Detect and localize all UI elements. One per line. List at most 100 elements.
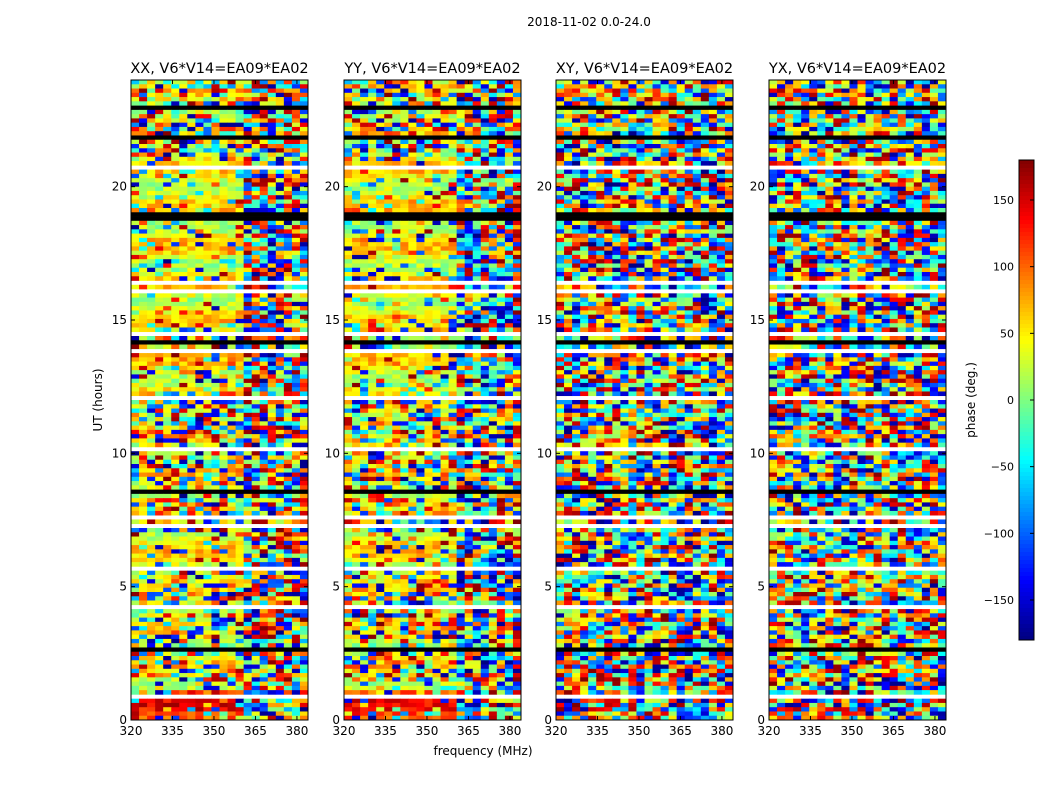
colorbar-segment (1019, 228, 1034, 233)
colorbar-segment (1019, 316, 1034, 321)
colorbar-segment (1019, 256, 1034, 261)
x-tick-label: 350 (203, 724, 226, 738)
colorbar-tick-label: 0 (1007, 394, 1014, 407)
x-tick-label: 320 (545, 724, 568, 738)
colorbar-segment (1019, 292, 1034, 297)
colorbar-segment (1019, 616, 1034, 621)
x-tick-label: 350 (841, 724, 864, 738)
colorbar-segment (1019, 172, 1034, 177)
colorbar-segment (1019, 328, 1034, 333)
x-tick-label: 365 (457, 724, 480, 738)
colorbar-segment (1019, 296, 1034, 301)
colorbar-segment (1019, 184, 1034, 189)
colorbar-segment (1019, 356, 1034, 361)
colorbar-segment (1019, 608, 1034, 613)
colorbar-segment (1019, 360, 1034, 365)
colorbar-segment (1019, 340, 1034, 345)
colorbar-segment (1019, 420, 1034, 425)
y-tick-label: 5 (544, 580, 552, 594)
colorbar-segment (1019, 580, 1034, 585)
colorbar-segment (1019, 268, 1034, 273)
colorbar-segment (1019, 516, 1034, 521)
colorbar-segment (1019, 160, 1034, 165)
colorbar-segment (1019, 428, 1034, 433)
colorbar-segment (1019, 600, 1034, 605)
colorbar-segment (1019, 344, 1034, 349)
x-tick-label: 365 (882, 724, 905, 738)
y-tick-label: 10 (750, 446, 765, 460)
colorbar-segment (1019, 324, 1034, 329)
colorbar-segment (1019, 272, 1034, 277)
colorbar-segment (1019, 240, 1034, 245)
panel-yy: YY, V6*V14=EA09*EA02 320 335 350 365 380 0 5 10 1… (325, 61, 522, 738)
panel-title: XX, V6*V14=EA09*EA02 (130, 61, 308, 77)
colorbar-segment (1019, 252, 1034, 257)
panel-xx: XX, V6*V14=EA09*EA02 320 335 350 365 380 0 5 10 1… (112, 61, 309, 738)
colorbar-segment (1019, 536, 1034, 541)
colorbar-segment (1019, 412, 1034, 417)
colorbar-segment (1019, 248, 1034, 253)
y-tick-label: 10 (537, 446, 552, 460)
colorbar-segment (1019, 480, 1034, 485)
y-tick-label: 0 (119, 713, 127, 727)
panel-yx: YX, V6*V14=EA09*EA02 320 335 350 365 380 0 5 10 1… (750, 61, 947, 738)
phase-image (131, 80, 308, 720)
y-tick-label: 15 (537, 313, 552, 327)
x-axis-label: frequency (MHz) (433, 744, 532, 758)
y-tick-label: 0 (544, 713, 552, 727)
colorbar-segment (1019, 196, 1034, 201)
colorbar-segment (1019, 260, 1034, 265)
x-tick-label: 335 (586, 724, 609, 738)
colorbar-segment (1019, 584, 1034, 589)
colorbar-segment (1019, 280, 1034, 285)
colorbar-segment (1019, 452, 1034, 457)
colorbar-segment (1019, 204, 1034, 209)
colorbar-segment (1019, 572, 1034, 577)
colorbar-segment (1019, 544, 1034, 549)
colorbar-segment (1019, 336, 1034, 341)
colorbar-segment (1019, 432, 1034, 437)
colorbar-segment (1019, 188, 1034, 193)
panel-title: XY, V6*V14=EA09*EA02 (556, 61, 733, 77)
colorbar-segment (1019, 404, 1034, 409)
colorbar-segment (1019, 484, 1034, 489)
colorbar-segment (1019, 224, 1034, 229)
colorbar-segment (1019, 212, 1034, 217)
colorbar-segment (1019, 180, 1034, 185)
colorbar-segment (1019, 504, 1034, 509)
colorbar-segment (1019, 308, 1034, 313)
colorbar-segment (1019, 448, 1034, 453)
colorbar-segment (1019, 408, 1034, 413)
colorbar-segment (1019, 612, 1034, 617)
colorbar-segment (1019, 352, 1034, 357)
colorbar-segment (1019, 496, 1034, 501)
colorbar-segment (1019, 312, 1034, 317)
colorbar-segment (1019, 164, 1034, 169)
phase-image (344, 80, 521, 720)
colorbar-tick-label: −100 (984, 527, 1014, 540)
colorbar-segment (1019, 472, 1034, 477)
colorbar-segment (1019, 464, 1034, 469)
colorbar-segment (1019, 400, 1034, 405)
colorbar-segment (1019, 416, 1034, 421)
colorbar-segment (1019, 604, 1034, 609)
colorbar-segment (1019, 592, 1034, 597)
colorbar-segment (1019, 424, 1034, 429)
colorbar-segment (1019, 500, 1034, 505)
colorbar-segment (1019, 620, 1034, 625)
colorbar-tick-label: 150 (993, 194, 1014, 207)
colorbar-segment (1019, 508, 1034, 513)
y-tick-label: 0 (332, 713, 340, 727)
x-tick-label: 350 (628, 724, 651, 738)
colorbar-segment (1019, 236, 1034, 241)
phase-image (556, 80, 733, 720)
colorbar-segment (1019, 524, 1034, 529)
colorbar-segment (1019, 596, 1034, 601)
x-tick-label: 320 (333, 724, 356, 738)
x-tick-label: 335 (799, 724, 822, 738)
colorbar-segment (1019, 460, 1034, 465)
colorbar-segment (1019, 532, 1034, 537)
colorbar-segment (1019, 220, 1034, 225)
colorbar-segment (1019, 264, 1034, 269)
colorbar-segment (1019, 540, 1034, 545)
